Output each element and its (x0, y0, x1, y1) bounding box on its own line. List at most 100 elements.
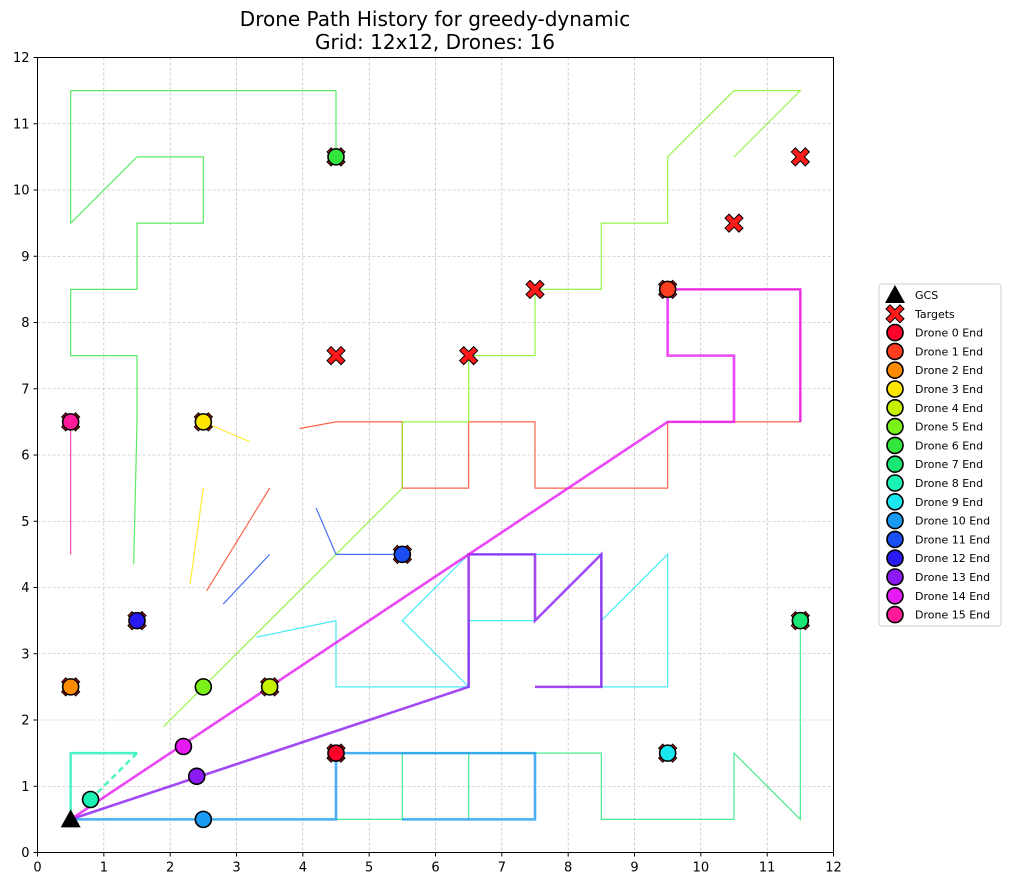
legend-drone-icon (886, 568, 904, 586)
x-tick-label: 3 (232, 861, 240, 876)
legend-label: Drone 9 End (915, 496, 983, 509)
legend-drone-icon (886, 361, 904, 380)
x-tick-label: 4 (299, 861, 307, 876)
drone-14-end-marker (174, 737, 193, 756)
drone-1-path (206, 487, 271, 592)
legend-target-icon (885, 304, 905, 324)
series-paths (69, 90, 802, 821)
y-tick-label: 10 (13, 184, 30, 199)
x-tick-label: 5 (365, 861, 373, 876)
legend-drone-icon (886, 417, 904, 436)
legend-drone-icon (886, 398, 904, 417)
y-tick-label: 4 (21, 581, 29, 596)
drone-1-end-marker (658, 280, 677, 299)
x-tick-label: 2 (166, 861, 174, 876)
y-tick-label: 1 (21, 780, 29, 795)
legend-label: Drone 3 End (915, 383, 983, 396)
drone-6-path (70, 90, 337, 565)
legend-label: Drone 5 End (915, 421, 983, 434)
legend-drone-icon (886, 455, 904, 474)
x-tick-label: 8 (564, 861, 572, 876)
markers (60, 147, 811, 829)
legend-drone-icon (886, 342, 904, 361)
legend-label: Drone 11 End (915, 533, 990, 546)
legend-drone-icon (886, 530, 904, 549)
x-tick-label: 0 (33, 861, 41, 876)
drone-2-end-marker (61, 678, 80, 696)
legend-drone-icon (886, 605, 904, 624)
drone-8-end-marker (81, 790, 100, 809)
y-tick-label: 5 (21, 515, 29, 530)
legend-label: Drone 4 End (915, 402, 983, 415)
legend-label: Drone 10 End (915, 515, 990, 528)
drone-14-path (69, 288, 802, 821)
legend-box (878, 283, 1002, 627)
legend-drone-icon (886, 380, 904, 398)
legend-drone-icon (886, 586, 904, 605)
drone-10-end-marker (194, 810, 213, 829)
x-tick-label: 11 (759, 861, 776, 876)
x-tick-label: 6 (431, 861, 439, 876)
chart-subtitle: Grid: 12x12, Drones: 16 (315, 30, 555, 54)
drone-5-end-marker (194, 678, 213, 696)
legend-label: Drone 8 End (915, 477, 983, 490)
drone-13-path (70, 551, 603, 821)
x-tick-label: 1 (100, 861, 108, 876)
legend: GCS Targets Drone 0 End Drone 1 End Drone 2 … (878, 283, 1002, 627)
legend-drone-icon (886, 436, 904, 455)
legend-label: Drone 0 End (915, 327, 983, 340)
y-tick-label: 11 (13, 117, 30, 132)
legend-drone-icon (886, 511, 904, 530)
drone-11-path (222, 553, 271, 605)
legend-label: Drone 6 End (915, 439, 983, 452)
gcs-marker (60, 809, 81, 828)
y-tick-label: 0 (21, 846, 29, 861)
legend-label: GCS (915, 289, 938, 302)
drone-3-path (189, 488, 204, 585)
drone-10-path (70, 751, 537, 821)
drone-5-path (163, 90, 802, 728)
drone-8-path (69, 751, 137, 820)
grid (37, 57, 834, 853)
legend-label: Drone 15 End (915, 609, 990, 622)
y-tick-label: 2 (21, 714, 29, 729)
target-marker (458, 345, 479, 366)
drone-8-path-segment (89, 752, 138, 801)
legend-drone-icon (886, 492, 904, 511)
legend-drone-icon (886, 474, 904, 492)
drone-6-end-marker (327, 148, 345, 166)
drone-12-end-marker (128, 611, 146, 630)
legend-label: Drone 13 End (915, 571, 990, 584)
y-tick-label: 6 (21, 449, 29, 464)
y-tick-label: 9 (21, 250, 29, 265)
y-tick-label: 12 (13, 51, 30, 66)
y-tick-label: 3 (21, 647, 29, 662)
legend-drone-icon (886, 323, 904, 342)
y-tick-label: 7 (21, 382, 29, 397)
x-tick-label: 7 (498, 861, 506, 876)
x-tick-label: 10 (693, 861, 710, 876)
drone-11-end-marker (393, 545, 412, 564)
legend-label: Drone 1 End (915, 345, 983, 358)
drone-13-end-marker (187, 767, 206, 786)
drone-3-end-marker (194, 413, 213, 431)
drone-9-end-marker (658, 744, 677, 762)
drone-15-end-marker (61, 413, 80, 431)
target-marker (790, 147, 811, 167)
legend-gcs-icon (885, 285, 905, 303)
target-marker (326, 345, 346, 366)
target-marker (525, 279, 545, 300)
legend-label: Drone 2 End (915, 364, 983, 377)
legend-label: Targets (914, 308, 955, 321)
legend-label: Drone 12 End (915, 552, 990, 565)
drone-4-end-marker (260, 678, 279, 696)
drone-11-path-segment (315, 507, 403, 555)
legend-label: Drone 7 End (915, 458, 983, 471)
target-marker (724, 213, 744, 233)
drone-7-end-marker (791, 611, 810, 630)
legend-drone-icon (886, 549, 904, 568)
drone-0-end-marker (327, 744, 345, 762)
legend-label: Drone 14 End (915, 590, 990, 603)
